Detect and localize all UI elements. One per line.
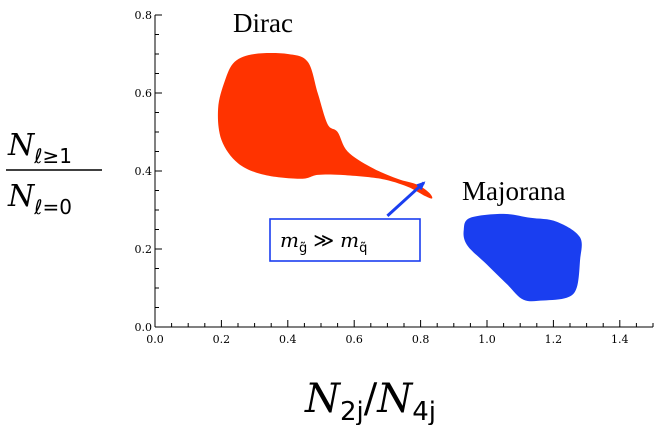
y-tick-label: 0.8 bbox=[135, 9, 153, 22]
axis-ticks: 0.0 0.2 0.4 0.6 0.8 1.0 1.2 1.4 0.0 0.2 0.4 0.6 0.8 bbox=[135, 9, 654, 346]
y-tick-label: 0.0 bbox=[135, 321, 153, 334]
series-label-majorana: Majorana bbox=[462, 176, 565, 206]
series-label-dirac: Dirac bbox=[233, 8, 293, 38]
x-tick-label: 1.0 bbox=[478, 333, 496, 346]
x-tick-label: 0.2 bbox=[213, 333, 231, 346]
x-axis-label: N2j/N4j bbox=[304, 376, 436, 425]
x-tick-label: 1.4 bbox=[611, 333, 629, 346]
y-tick-label: 0.6 bbox=[135, 87, 153, 100]
region-majorana bbox=[463, 213, 582, 302]
x-tick-label: 0.4 bbox=[279, 333, 297, 346]
x-tick-label: 0.8 bbox=[412, 333, 430, 346]
annotation-text: mg̃ ≫ mq̃ bbox=[280, 228, 367, 256]
annotation-arrow bbox=[386, 181, 426, 217]
y-label-denominator: Nℓ=0 bbox=[7, 179, 72, 219]
x-tick-label: 0.6 bbox=[345, 333, 363, 346]
y-tick-label: 0.2 bbox=[135, 243, 153, 256]
region-dirac bbox=[217, 53, 433, 199]
y-tick-label: 0.4 bbox=[135, 165, 153, 178]
data-regions bbox=[217, 53, 582, 302]
annotation-box bbox=[269, 218, 421, 262]
y-axis-label: Nℓ≥1 Nℓ=0 bbox=[6, 128, 102, 219]
annotation: mg̃ ≫ mq̃ bbox=[269, 181, 426, 262]
x-tick-label: 1.2 bbox=[545, 333, 563, 346]
y-label-numerator: Nℓ≥1 bbox=[7, 128, 72, 168]
x-tick-label: 0.0 bbox=[146, 333, 164, 346]
